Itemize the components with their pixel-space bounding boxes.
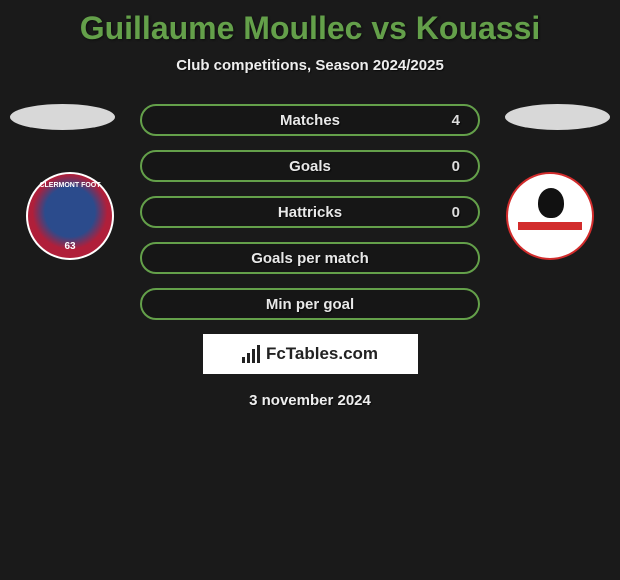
stat-label: Goals bbox=[289, 158, 331, 175]
stat-row-goals-per-match: Goals per match bbox=[140, 242, 480, 274]
comparison-content: Matches 4 Goals 0 Hattricks 0 Goals per … bbox=[0, 104, 620, 424]
stat-row-hattricks: Hattricks 0 bbox=[140, 196, 480, 228]
comparison-card: Guillaume Moullec vs Kouassi Club compet… bbox=[0, 0, 620, 424]
subtitle: Club competitions, Season 2024/2025 bbox=[0, 57, 620, 74]
date-label: 3 november 2024 bbox=[140, 392, 480, 409]
player-right-placeholder bbox=[505, 104, 610, 130]
logo-text: FcTables.com bbox=[266, 344, 378, 364]
club-badge-right bbox=[506, 172, 594, 260]
badge-head-icon bbox=[538, 188, 564, 218]
bar-chart-icon bbox=[242, 345, 260, 363]
stat-label: Hattricks bbox=[278, 204, 342, 221]
stat-value-right: 0 bbox=[452, 204, 460, 221]
player-left-placeholder bbox=[10, 104, 115, 130]
stat-label: Matches bbox=[280, 112, 340, 129]
page-title: Guillaume Moullec vs Kouassi bbox=[0, 0, 620, 47]
club-badge-left bbox=[26, 172, 114, 260]
stat-label: Goals per match bbox=[251, 250, 369, 267]
stat-label: Min per goal bbox=[266, 296, 354, 313]
stats-column: Matches 4 Goals 0 Hattricks 0 Goals per … bbox=[140, 104, 480, 409]
fctables-logo[interactable]: FcTables.com bbox=[203, 334, 418, 374]
stat-row-min-per-goal: Min per goal bbox=[140, 288, 480, 320]
stat-row-goals: Goals 0 bbox=[140, 150, 480, 182]
stat-value-right: 0 bbox=[452, 158, 460, 175]
badge-stripe bbox=[518, 222, 582, 230]
stat-row-matches: Matches 4 bbox=[140, 104, 480, 136]
stat-value-right: 4 bbox=[452, 112, 460, 129]
